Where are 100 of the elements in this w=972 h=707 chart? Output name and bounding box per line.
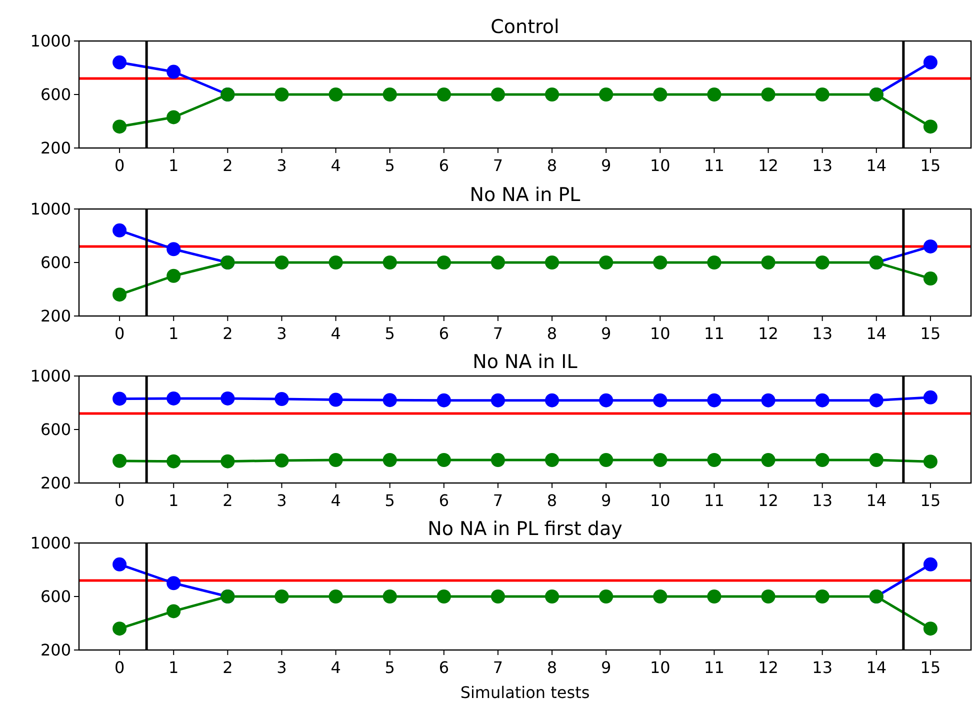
x-tick-label: 12 bbox=[758, 491, 778, 510]
x-tick-label: 8 bbox=[546, 324, 558, 343]
point bbox=[869, 393, 884, 408]
point bbox=[166, 110, 181, 124]
y-tick-label: 1000 bbox=[30, 32, 71, 51]
x-tick-label: 3 bbox=[276, 658, 287, 677]
point bbox=[545, 88, 560, 102]
point bbox=[112, 392, 127, 406]
x-tick-label: 7 bbox=[492, 156, 504, 175]
x-tick-label: 15 bbox=[920, 156, 941, 175]
x-tick-label: 15 bbox=[920, 491, 941, 510]
x-tick-label: 7 bbox=[492, 491, 504, 510]
chart-title: No NA in PL bbox=[470, 184, 581, 206]
x-tick-label: 4 bbox=[330, 491, 341, 510]
point bbox=[599, 452, 614, 467]
point bbox=[707, 590, 722, 604]
point bbox=[274, 454, 289, 468]
point bbox=[707, 88, 722, 102]
x-tick-label: 5 bbox=[384, 324, 395, 343]
point bbox=[815, 393, 830, 408]
point bbox=[220, 391, 235, 406]
x-tick-label: 13 bbox=[812, 491, 833, 510]
x-tick-label: 1 bbox=[168, 658, 179, 677]
point bbox=[923, 557, 938, 572]
chart-title: No NA in IL bbox=[472, 351, 578, 373]
x-tick-label: 0 bbox=[114, 156, 125, 175]
x-tick-label: 6 bbox=[438, 491, 450, 510]
point bbox=[761, 590, 776, 604]
y-tick-label: 200 bbox=[40, 474, 71, 493]
x-tick-label: 6 bbox=[438, 324, 450, 343]
point bbox=[545, 393, 560, 408]
point bbox=[112, 454, 127, 468]
x-tick-label: 10 bbox=[650, 658, 670, 677]
y-tick-label: 1000 bbox=[30, 366, 71, 386]
x-tick-label: 10 bbox=[650, 156, 670, 175]
x-tick-label: 12 bbox=[758, 156, 778, 175]
point bbox=[112, 120, 127, 134]
point bbox=[761, 452, 776, 467]
point bbox=[328, 88, 343, 102]
x-tick-label: 8 bbox=[546, 658, 558, 677]
x-tick-label: 9 bbox=[600, 324, 612, 343]
x-tick-label: 3 bbox=[276, 491, 287, 510]
x-tick-label: 12 bbox=[758, 658, 778, 677]
y-tick-label: 1000 bbox=[30, 200, 71, 219]
x-tick-label: 9 bbox=[600, 658, 612, 677]
point bbox=[166, 242, 181, 256]
point bbox=[328, 452, 343, 467]
x-tick-label: 11 bbox=[704, 491, 724, 510]
point bbox=[220, 454, 235, 468]
point bbox=[599, 393, 614, 408]
y-tick-label: 200 bbox=[40, 640, 71, 660]
point bbox=[490, 88, 505, 102]
point bbox=[761, 393, 776, 408]
x-tick-label: 6 bbox=[438, 658, 450, 677]
x-tick-label: 1 bbox=[168, 491, 179, 510]
point bbox=[112, 288, 127, 302]
x-tick-label: 8 bbox=[546, 156, 558, 175]
x-tick-label: 0 bbox=[114, 324, 125, 343]
y-tick-label: 600 bbox=[40, 85, 71, 104]
point bbox=[490, 590, 505, 604]
point bbox=[166, 391, 181, 406]
point bbox=[436, 393, 451, 408]
x-tick-label: 9 bbox=[600, 491, 612, 510]
point bbox=[923, 272, 938, 286]
point bbox=[599, 88, 614, 102]
x-tick-label: 14 bbox=[866, 156, 887, 175]
y-tick-label: 600 bbox=[40, 253, 71, 272]
point bbox=[599, 590, 614, 604]
point bbox=[545, 256, 560, 270]
point bbox=[923, 55, 938, 70]
point bbox=[923, 120, 938, 134]
point bbox=[815, 88, 830, 102]
point bbox=[815, 452, 830, 467]
x-tick-label: 14 bbox=[866, 658, 887, 677]
point bbox=[166, 64, 181, 79]
x-tick-label: 4 bbox=[330, 324, 341, 343]
point bbox=[274, 88, 289, 102]
point bbox=[490, 452, 505, 467]
point bbox=[923, 390, 938, 404]
point bbox=[761, 88, 776, 102]
point bbox=[436, 256, 451, 270]
x-tick-label: 15 bbox=[920, 658, 941, 677]
x-tick-label: 14 bbox=[866, 491, 887, 510]
point bbox=[490, 393, 505, 408]
x-tick-label: 4 bbox=[330, 658, 341, 677]
x-tick-label: 3 bbox=[276, 324, 287, 343]
point bbox=[923, 239, 938, 254]
x-tick-label: 2 bbox=[222, 156, 233, 175]
point bbox=[274, 392, 289, 406]
x-axis-title: Simulation tests bbox=[460, 683, 590, 702]
point bbox=[869, 452, 884, 467]
point bbox=[545, 452, 560, 467]
point bbox=[112, 622, 127, 636]
point bbox=[436, 452, 451, 467]
x-tick-label: 4 bbox=[330, 156, 341, 175]
point bbox=[545, 590, 560, 604]
point bbox=[436, 590, 451, 604]
point bbox=[112, 557, 127, 572]
point bbox=[653, 452, 668, 467]
x-tick-label: 7 bbox=[492, 658, 504, 677]
